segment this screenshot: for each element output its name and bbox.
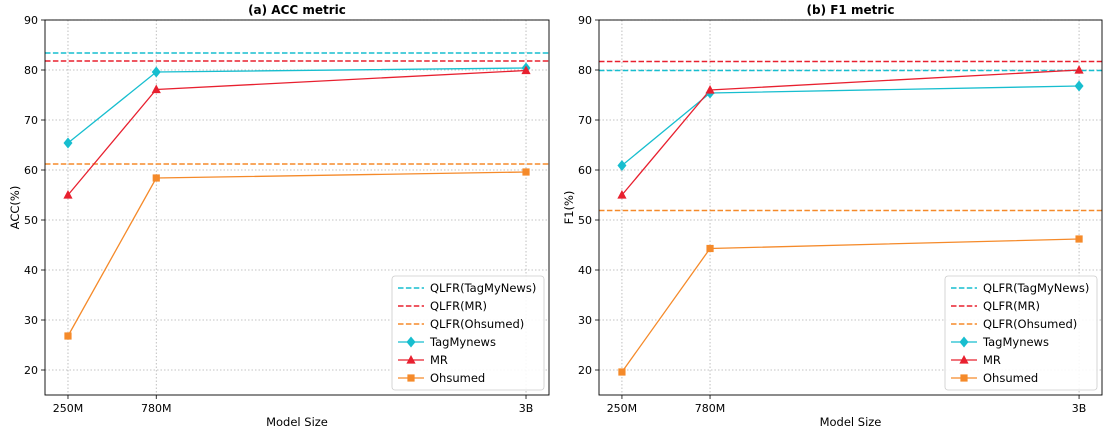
legend-label: TagMynews (982, 335, 1049, 349)
legend-item-ohsumed: Ohsumed (398, 371, 485, 385)
legend: QLFR(TagMyNews) QLFR(MR) QLFR(Ohsumed) TagM… (944, 275, 1098, 391)
data-point-mr-250m (617, 190, 627, 199)
data-point-mr-780m (705, 85, 715, 94)
y-tick-label: 20 (24, 364, 38, 377)
x-tick-label: 3B (519, 402, 534, 415)
legend-label: Ohsumed (983, 371, 1038, 385)
legend-swatch-marker (959, 355, 969, 364)
data-point-mr-3b (521, 65, 531, 75)
y-tick-label: 50 (24, 214, 38, 227)
y-tick-label: 70 (578, 114, 592, 127)
x-tick-label: 250M (607, 402, 638, 415)
legend-swatch-marker (406, 355, 416, 364)
data-point-tagmynews-250m (617, 160, 627, 171)
y-tick-label: 30 (24, 314, 38, 327)
data-point-tagmynews-780m (151, 66, 161, 78)
y-tick-label: 80 (24, 64, 38, 77)
y-axis-label: ACC(%) (8, 186, 22, 230)
plot-area (45, 19, 549, 395)
legend-item-qlfr-tagmynews: QLFR(TagMyNews) (951, 281, 1089, 295)
y-tick-label: 40 (24, 264, 38, 277)
legend-swatch-marker (960, 374, 968, 382)
y-tick-label: 40 (578, 264, 592, 277)
y-tick-label: 80 (578, 64, 592, 77)
data-point-mr-250m (63, 190, 73, 199)
y-tick-label: 90 (24, 14, 38, 27)
x-tick-label: 780M (695, 402, 726, 415)
legend-item-qlfr-tagmynews: QLFR(TagMyNews) (398, 281, 536, 295)
legend-box (944, 275, 1098, 391)
y-tick-label: 60 (24, 164, 38, 177)
y-tick-label: 60 (578, 164, 592, 177)
x-tick-label: 250M (53, 402, 84, 415)
plot-frame (598, 19, 1103, 396)
data-point-tagmynews-250m (63, 137, 73, 149)
legend-item-qlfr-ohsumed: QLFR(Ohsumed) (951, 317, 1077, 331)
legend-label: MR (983, 353, 1001, 367)
legend-swatch-marker (407, 374, 415, 382)
data-point-ohsumed-3b (1075, 235, 1083, 243)
y-axis-label: F1(%) (562, 191, 576, 225)
legend-item-qlfr-ohsumed: QLFR(Ohsumed) (398, 317, 524, 331)
legend-box (391, 275, 545, 391)
x-tick-label: 3B (1072, 402, 1087, 415)
legend-label: QLFR(TagMyNews) (983, 281, 1089, 295)
legend-item-ohsumed: Ohsumed (951, 371, 1038, 385)
data-point-mr-780m (151, 84, 161, 94)
y-tick-label: 50 (578, 214, 592, 227)
plot-frame (44, 19, 550, 396)
data-point-mr-3b (1074, 65, 1084, 74)
legend-label: QLFR(Ohsumed) (430, 317, 524, 331)
data-point-ohsumed-3b (522, 168, 530, 176)
chart-panel-b-f1-metric: 20 30 40 50 60 70 80 90 250M 780M 3B (b) F1 metric M… (562, 3, 1103, 429)
chart-panel-a-acc-metric: 20 30 40 50 60 70 80 90 250M 780M 3B (a) ACC metric… (8, 3, 550, 429)
legend-label: MR (430, 353, 448, 367)
legend-item-mr: MR (398, 353, 448, 367)
legend-item-mr: MR (951, 353, 1001, 367)
legend-item-tagmynews: TagMynews (951, 335, 1049, 349)
legend-label: TagMynews (429, 335, 496, 349)
chart-title: (a) ACC metric (248, 3, 346, 17)
data-point-tagmynews-3b (1074, 80, 1084, 92)
legend-label: QLFR(Ohsumed) (983, 317, 1077, 331)
legend-item-qlfr-mr: QLFR(MR) (951, 299, 1040, 313)
legend-item-qlfr-mr: QLFR(MR) (398, 299, 487, 313)
x-axis-label: Model Size (266, 415, 328, 429)
legend-label: QLFR(TagMyNews) (430, 281, 536, 295)
legend-label: Ohsumed (430, 371, 485, 385)
x-tick-label: 780M (141, 402, 172, 415)
legend-swatch-marker (959, 336, 969, 348)
legend: QLFR(TagMyNews) QLFR(MR) QLFR(Ohsumed) TagM… (391, 275, 545, 391)
chart-title: (b) F1 metric (807, 3, 895, 17)
data-point-ohsumed-250m (618, 368, 626, 376)
legend-label: QLFR(MR) (983, 299, 1040, 313)
y-tick-label: 90 (578, 14, 592, 27)
y-tick-label: 20 (578, 364, 592, 377)
legend-swatch-marker (406, 336, 416, 348)
legend-label: QLFR(MR) (430, 299, 487, 313)
x-axis-label: Model Size (820, 415, 882, 429)
y-tick-label: 70 (24, 114, 38, 127)
data-point-ohsumed-780m (152, 174, 160, 182)
data-point-ohsumed-250m (64, 332, 72, 340)
data-point-ohsumed-780m (706, 244, 714, 253)
y-tick-label: 30 (578, 314, 592, 327)
legend-item-tagmynews: TagMynews (398, 335, 496, 349)
